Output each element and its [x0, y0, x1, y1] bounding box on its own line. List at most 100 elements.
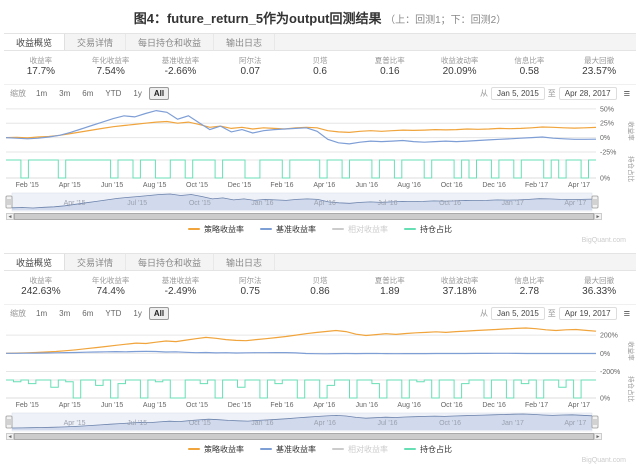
svg-text:Jun '16: Jun '16: [356, 182, 378, 189]
scrollbar-right-arrow-icon[interactable]: ►: [594, 213, 602, 220]
svg-text:Apr '17: Apr '17: [568, 182, 590, 189]
stat-alpha: 阿尔法 0.75: [238, 276, 262, 297]
svg-text:Jun '16: Jun '16: [356, 402, 378, 409]
tab-output-log[interactable]: 输出日志: [214, 254, 276, 270]
svg-text:Dec '15: Dec '15: [228, 402, 252, 409]
scrollbar-thumb[interactable]: [14, 213, 594, 220]
watermark: BigQuant.com: [581, 237, 626, 244]
svg-text:Jul '16: Jul '16: [377, 420, 397, 427]
range-all[interactable]: All: [148, 87, 170, 100]
stats-row: 收益率 242.63% 年化收益率 74.4% 基准收益率 -2.49% 阿尔法 0.7…: [4, 271, 636, 305]
navigator-handle-right[interactable]: [591, 415, 599, 429]
svg-text:-25%: -25%: [600, 150, 616, 157]
svg-text:Jan '16: Jan '16: [251, 420, 273, 427]
tab-daily-positions[interactable]: 每日持仓和收益: [126, 34, 215, 50]
svg-text:Oct '15: Oct '15: [189, 420, 211, 427]
date-to-input[interactable]: Apr 19, 2017: [558, 307, 617, 320]
svg-text:Oct '15: Oct '15: [186, 182, 208, 189]
svg-text:0%: 0%: [600, 135, 610, 142]
range-ytd[interactable]: YTD: [100, 87, 126, 100]
chart-toolbar: 缩放 1m 3m 6m YTD 1y All 从 Jan 5, 2015 至 A…: [4, 85, 636, 102]
legend-item-strategy-return[interactable]: 策略收益率: [188, 224, 244, 235]
svg-text:Feb '15: Feb '15: [16, 182, 39, 189]
date-from-label: 从: [479, 89, 488, 98]
tab-daily-positions[interactable]: 每日持仓和收益: [126, 254, 215, 270]
stat-max-drawdown: 最大回撤 36.33%: [582, 276, 617, 297]
range-6m[interactable]: 6m: [77, 87, 98, 100]
range-1m[interactable]: 1m: [31, 307, 52, 320]
date-from-input[interactable]: Jan 5, 2015: [490, 307, 545, 320]
legend-item-strategy-return[interactable]: 策略收益率: [188, 444, 244, 455]
scrollbar-left-arrow-icon[interactable]: ◄: [6, 433, 14, 440]
range-all[interactable]: All: [148, 307, 170, 320]
tab-overview[interactable]: 收益概览: [4, 34, 66, 50]
svg-text:Apr '16: Apr '16: [314, 420, 336, 427]
legend-item-position-ratio[interactable]: 持仓占比: [404, 444, 452, 455]
range-3m[interactable]: 3m: [54, 87, 75, 100]
returns-chart: 200% 0% -200% 0% Feb '15 Apr '15 Jun '15 Aug '1…: [5, 327, 636, 409]
range-1m[interactable]: 1m: [31, 87, 52, 100]
chart-menu-icon[interactable]: ≡: [623, 87, 630, 100]
navigator-handle-right[interactable]: [591, 195, 599, 209]
date-from-label: 从: [479, 309, 488, 318]
svg-text:持仓占比: 持仓占比: [627, 156, 636, 183]
svg-text:0%: 0%: [600, 176, 610, 183]
stat-sharpe: 夏普比率 0.16: [374, 56, 405, 77]
range-6m[interactable]: 6m: [77, 307, 98, 320]
tab-trade-details[interactable]: 交易详情: [65, 34, 127, 50]
stat-return: 收益率 17.7%: [26, 56, 56, 77]
svg-text:Apr '17: Apr '17: [564, 420, 586, 427]
navigator-handle-left[interactable]: [5, 195, 13, 209]
stat-return: 收益率 242.63%: [21, 276, 61, 297]
range-1y[interactable]: 1y: [128, 307, 146, 320]
scrollbar-thumb[interactable]: [14, 433, 594, 440]
svg-text:200%: 200%: [600, 333, 618, 340]
range-3m[interactable]: 3m: [54, 307, 75, 320]
stat-info-ratio: 信息比率 2.78: [514, 276, 545, 297]
legend-swatch-position: [404, 448, 416, 450]
svg-text:Oct '16: Oct '16: [439, 200, 461, 207]
svg-text:Jan '16: Jan '16: [251, 200, 273, 207]
figure-title-suffix: （上：回测1；下：回测2）: [385, 15, 507, 26]
range-1y[interactable]: 1y: [128, 87, 146, 100]
legend-item-relative-return[interactable]: 相对收益率: [332, 444, 388, 455]
svg-text:Aug '15: Aug '15: [143, 402, 167, 409]
date-to-input[interactable]: Apr 28, 2017: [558, 87, 617, 100]
legend-item-relative-return[interactable]: 相对收益率: [332, 224, 388, 235]
legend-item-benchmark-return[interactable]: 基准收益率: [260, 444, 316, 455]
svg-text:Dec '16: Dec '16: [482, 402, 506, 409]
date-to-label: 至: [547, 89, 556, 98]
svg-text:Jul '15: Jul '15: [127, 200, 147, 207]
tab-overview[interactable]: 收益概览: [4, 254, 66, 270]
chart-scrollbar[interactable]: ◄ ►: [6, 433, 602, 440]
figure-title-text: 图4：future_return_5作为output回测结果: [133, 11, 382, 26]
tab-output-log[interactable]: 输出日志: [214, 34, 276, 50]
chart-scrollbar[interactable]: ◄ ►: [6, 213, 602, 220]
chart-legend: 策略收益率 基准收益率 相对收益率 持仓占比: [4, 222, 636, 236]
svg-text:Feb '17: Feb '17: [525, 182, 548, 189]
scrollbar-left-arrow-icon[interactable]: ◄: [6, 213, 14, 220]
navigator-handle-left[interactable]: [5, 415, 13, 429]
chart-menu-icon[interactable]: ≡: [623, 307, 630, 320]
chart-navigator[interactable]: Apr '15 Jul '15 Oct '15 Jan '16 Apr '16 Jul '…: [4, 412, 636, 432]
tab-trade-details[interactable]: 交易详情: [65, 254, 127, 270]
svg-text:收益率: 收益率: [627, 121, 636, 141]
svg-text:Apr '16: Apr '16: [313, 402, 335, 409]
stat-info-ratio: 信息比率 0.58: [514, 56, 545, 77]
chart-toolbar: 缩放 1m 3m 6m YTD 1y All 从 Jan 5, 2015 至 A…: [4, 305, 636, 322]
legend-item-benchmark-return[interactable]: 基准收益率: [260, 224, 316, 235]
chart-navigator[interactable]: Apr '15 Jul '15 Oct '15 Jan '16 Apr '16 Jul '…: [4, 192, 636, 212]
range-ytd[interactable]: YTD: [100, 307, 126, 320]
svg-text:Apr '15: Apr '15: [59, 402, 81, 409]
legend-item-position-ratio[interactable]: 持仓占比: [404, 224, 452, 235]
scrollbar-right-arrow-icon[interactable]: ►: [594, 433, 602, 440]
date-from-input[interactable]: Jan 5, 2015: [490, 87, 545, 100]
svg-text:Jun '15: Jun '15: [101, 182, 123, 189]
stat-volatility: 收益波动率 20.09%: [440, 56, 479, 77]
legend-swatch-strategy: [188, 228, 200, 230]
svg-text:Apr '15: Apr '15: [64, 420, 86, 427]
svg-text:收益率: 收益率: [627, 341, 636, 361]
svg-text:Oct '16: Oct '16: [441, 182, 463, 189]
svg-text:Jan '17: Jan '17: [502, 420, 524, 427]
svg-text:0%: 0%: [600, 351, 610, 358]
